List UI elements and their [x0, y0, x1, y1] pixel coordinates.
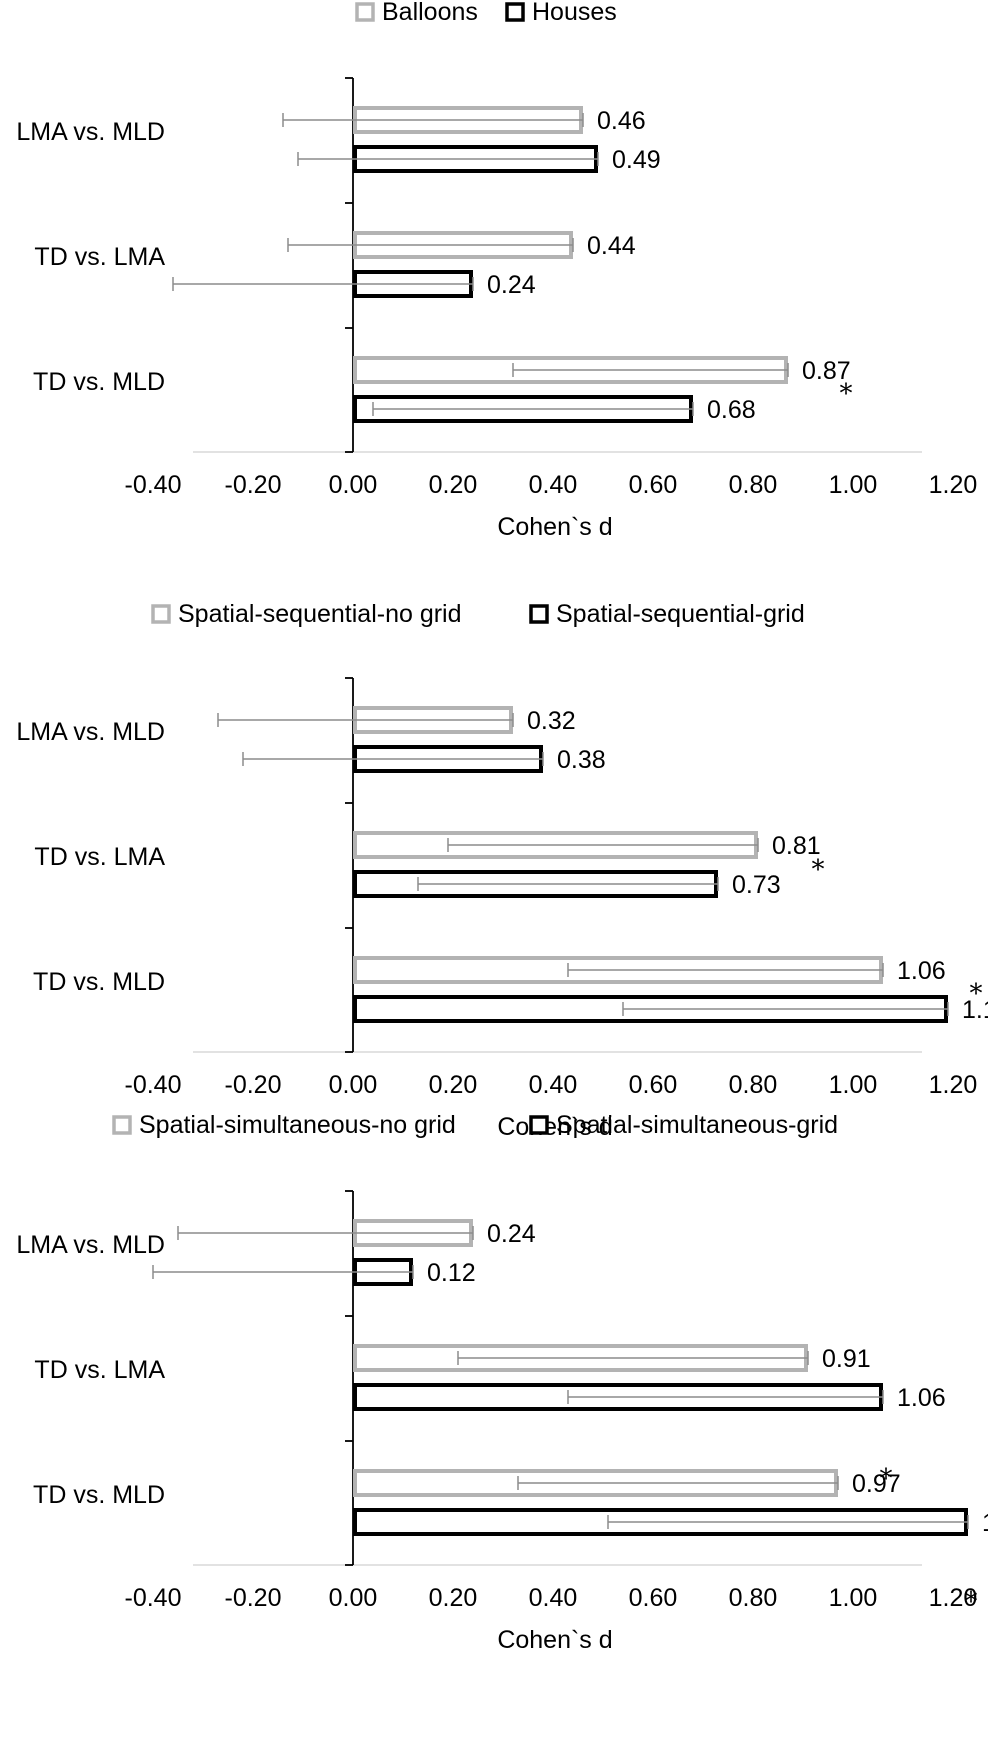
- data-label: 0.32: [527, 707, 576, 735]
- x-tick-label: -0.20: [225, 471, 282, 499]
- legend-label-1: Spatial-simultaneous-no grid: [139, 1111, 456, 1139]
- x-axis-title: Cohen`s d: [497, 1626, 612, 1654]
- x-tick-label: 0.20: [429, 471, 478, 499]
- x-tick-label: -0.20: [225, 1584, 282, 1612]
- category-label: LMA vs. MLD: [16, 118, 165, 146]
- legend-label-1: Balloons: [382, 0, 478, 26]
- legend-label-2: Spatial-simultaneous-grid: [556, 1111, 838, 1139]
- legend-label-2: Spatial-sequential-grid: [556, 600, 805, 628]
- data-label: 0.68: [707, 396, 756, 424]
- data-label: 0.12: [427, 1259, 476, 1287]
- category-label: TD vs. MLD: [33, 368, 165, 396]
- category-label: LMA vs. MLD: [16, 718, 165, 746]
- x-tick-label: 0.20: [429, 1071, 478, 1099]
- legend-swatch-1: [151, 604, 171, 624]
- significance-marker: *: [812, 855, 825, 885]
- data-label: 0.81: [772, 832, 821, 860]
- x-tick-label: 0.00: [329, 1071, 378, 1099]
- data-label: 0.24: [487, 271, 536, 299]
- data-label: 0.49: [612, 146, 661, 174]
- data-label: 0.91: [822, 1345, 871, 1373]
- chart-1: Balloons Houses LMA vs. MLD TD vs. LMA TD vs…: [16, 0, 978, 541]
- x-tick-label: 0.40: [529, 471, 578, 499]
- x-tick-label: 0.00: [329, 1584, 378, 1612]
- data-label: 1.23: [982, 1509, 988, 1537]
- x-tick-label: -0.40: [125, 471, 182, 499]
- data-label: 0.87: [802, 357, 851, 385]
- x-tick-label: 1.20: [929, 471, 978, 499]
- significance-marker: *: [965, 1587, 978, 1617]
- x-tick-label: 0.80: [729, 1584, 778, 1612]
- data-label: 0.38: [557, 746, 606, 774]
- category-label: TD vs. MLD: [33, 1481, 165, 1509]
- x-tick-label: 0.40: [529, 1584, 578, 1612]
- x-tick-label: 0.60: [629, 1071, 678, 1099]
- category-label: TD vs. LMA: [34, 1356, 165, 1384]
- x-tick-label: 1.00: [829, 1584, 878, 1612]
- data-label: 0.46: [597, 107, 646, 135]
- x-tick-label: 0.40: [529, 1071, 578, 1099]
- x-tick-label: -0.40: [125, 1584, 182, 1612]
- x-tick-label: 1.00: [829, 471, 878, 499]
- legend-label-2: Houses: [532, 0, 617, 26]
- legend-swatch-2: [529, 604, 549, 624]
- x-axis-title: Cohen`s d: [497, 1113, 612, 1141]
- significance-marker: *: [970, 979, 983, 1009]
- legend-label-1: Spatial-sequential-no grid: [178, 600, 462, 628]
- data-label: 0.97: [852, 1470, 901, 1498]
- legend-swatch-1: [355, 2, 375, 22]
- x-tick-label: 0.20: [429, 1584, 478, 1612]
- data-label: 0.24: [487, 1220, 536, 1248]
- legend-swatch-1: [112, 1115, 132, 1135]
- significance-marker: *: [880, 1464, 893, 1494]
- x-axis-title: Cohen`s d: [497, 513, 612, 541]
- data-label: 1.06: [897, 957, 946, 985]
- x-tick-label: 1.20: [929, 1071, 978, 1099]
- category-label: TD vs. MLD: [33, 968, 165, 996]
- legend-swatch-2: [505, 2, 525, 22]
- data-label: 1.06: [897, 1384, 946, 1412]
- chart-3: Spatial-simultaneous-no grid Spatial-simu…: [16, 1111, 988, 1654]
- x-tick-label: 0.80: [729, 1071, 778, 1099]
- x-tick-label: 1.00: [829, 1071, 878, 1099]
- data-label: 1.19: [962, 996, 988, 1024]
- x-tick-label: 1.20: [929, 1584, 978, 1612]
- x-tick-label: -0.20: [225, 1071, 282, 1099]
- data-label: 0.44: [587, 232, 636, 260]
- x-tick-label: -0.40: [125, 1071, 182, 1099]
- category-label: TD vs. LMA: [34, 843, 165, 871]
- x-tick-label: 0.00: [329, 471, 378, 499]
- significance-marker: *: [840, 379, 853, 409]
- data-label: 0.73: [732, 871, 781, 899]
- x-tick-label: 0.80: [729, 471, 778, 499]
- category-label: TD vs. LMA: [34, 243, 165, 271]
- chart-2: Spatial-sequential-no grid Spatial-sequen…: [16, 600, 988, 1141]
- category-label: LMA vs. MLD: [16, 1231, 165, 1259]
- x-tick-label: 0.60: [629, 1584, 678, 1612]
- legend-swatch-2: [529, 1115, 549, 1135]
- x-tick-label: 0.60: [629, 471, 678, 499]
